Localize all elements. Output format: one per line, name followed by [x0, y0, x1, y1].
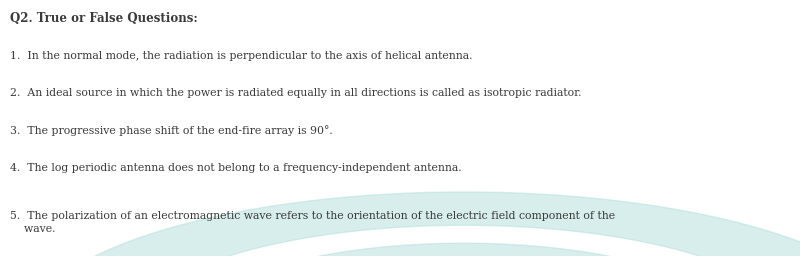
Polygon shape — [24, 192, 800, 256]
Text: 5.  The polarization of an electromagnetic wave refers to the orientation of the: 5. The polarization of an electromagneti… — [10, 211, 615, 234]
Polygon shape — [184, 243, 744, 256]
Text: Q2. True or False Questions:: Q2. True or False Questions: — [10, 12, 198, 25]
Text: 2.  An ideal source in which the power is radiated equally in all directions is : 2. An ideal source in which the power is… — [10, 88, 582, 98]
Text: 3.  The progressive phase shift of the end-fire array is 90°.: 3. The progressive phase shift of the en… — [10, 125, 333, 136]
Text: 1.  In the normal mode, the radiation is perpendicular to the axis of helical an: 1. In the normal mode, the radiation is … — [10, 51, 473, 61]
Text: 4.  The log periodic antenna does not belong to a frequency-independent antenna.: 4. The log periodic antenna does not bel… — [10, 163, 462, 173]
